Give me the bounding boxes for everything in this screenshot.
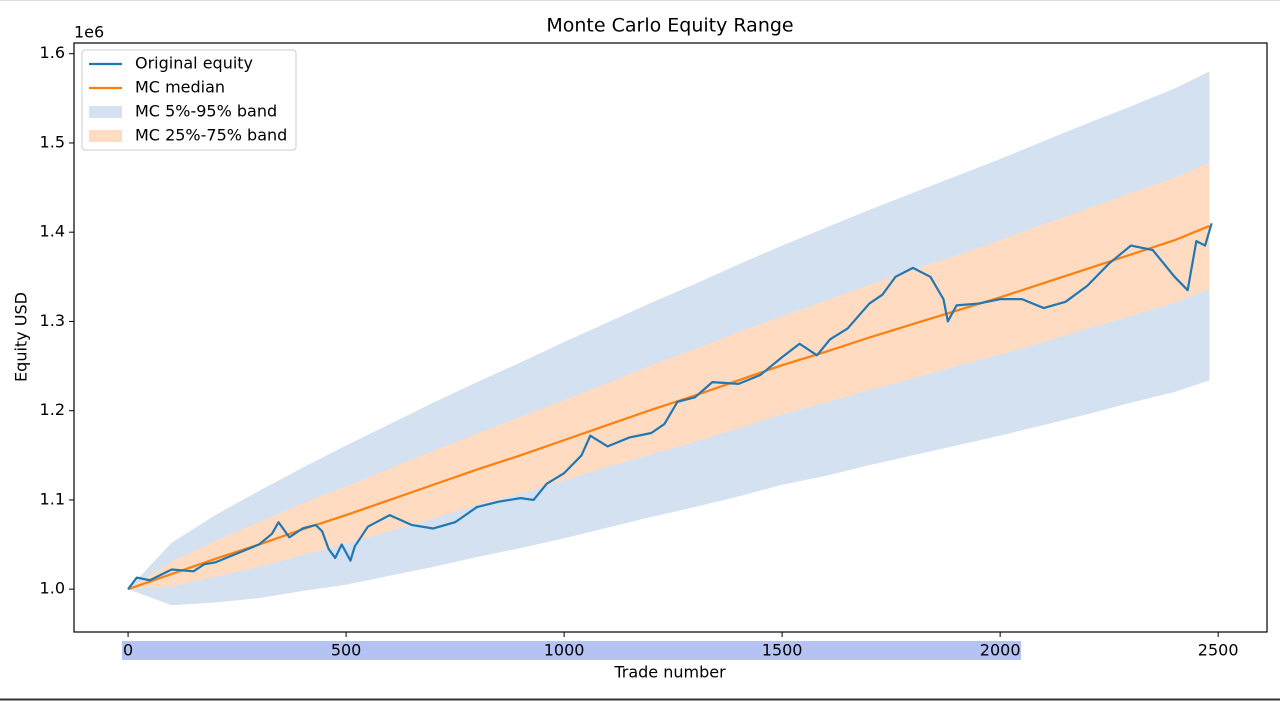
legend-label: MC 5%-95% band: [135, 102, 277, 121]
legend-label: Original equity: [135, 54, 253, 73]
axes-frame: [73, 42, 1268, 633]
y-tick-label: 1.3: [40, 311, 65, 330]
x-tick-label: 2500: [1198, 641, 1239, 660]
x-tick-label: 1000: [544, 641, 585, 660]
plot-area: [127, 71, 1213, 606]
y-tick-label: 1.1: [40, 489, 65, 508]
x-tick-label: 0: [123, 641, 133, 660]
y-tick-label: 1.2: [40, 400, 65, 419]
chart-title: Monte Carlo Equity Range: [546, 15, 793, 37]
y-tick-label: 1.5: [40, 132, 65, 151]
y-tick-label: 1.6: [40, 43, 65, 62]
x-axis-label: Trade number: [613, 663, 726, 682]
x-tick-label: 1500: [762, 641, 803, 660]
legend-swatch: [89, 106, 122, 118]
y-tick-label: 1.0: [40, 579, 65, 598]
text-selection: [122, 641, 1021, 660]
x-tick-label: 2000: [980, 641, 1021, 660]
legend-label: MC 25%-75% band: [135, 126, 287, 145]
legend-label: MC median: [135, 78, 225, 97]
y-axis-label: Equity USD: [12, 292, 31, 382]
legend-swatch: [89, 130, 122, 142]
legend-box: [81, 49, 297, 151]
offset-text: 1e6: [74, 23, 104, 42]
series-line: [127, 222, 1213, 590]
y-tick-label: 1.4: [40, 222, 65, 241]
x-tick-label: 500: [331, 641, 362, 660]
band-area: [128, 162, 1210, 590]
